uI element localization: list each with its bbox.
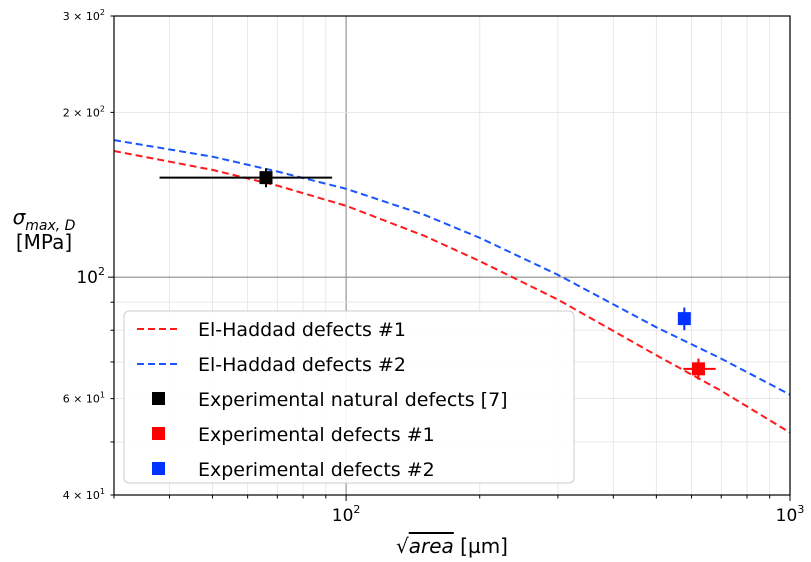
y-tick-exponent: 1 [100, 487, 105, 496]
y-tick-base: 6 × 10 [63, 393, 100, 406]
x-tick-label: 103 [776, 503, 805, 526]
y-tick-exponent: 2 [100, 104, 105, 113]
y-tick-base: 4 × 10 [63, 489, 100, 502]
legend-box [123, 310, 575, 484]
legend-marker-swatch [152, 462, 165, 475]
y-axis-label-unit: [MPa] [16, 230, 72, 254]
y-tick-label: 3 × 102 [63, 8, 105, 23]
y-tick-label: 4 × 101 [63, 487, 105, 502]
data-point-marker [691, 362, 705, 376]
legend-marker-swatch [152, 427, 165, 440]
y-tick-base: 2 × 10 [63, 106, 100, 119]
y-tick-label: 6 × 101 [63, 391, 105, 406]
series-layer [113, 139, 791, 434]
data-point-marker [677, 312, 691, 326]
legend-entry-label: Experimental defects #2 [198, 459, 435, 481]
x-tick-exponent: 3 [797, 503, 804, 516]
data-point-marker [259, 171, 273, 185]
y-axis-label-symbol: σmax, D [13, 205, 76, 234]
y-tick-exponent: 2 [98, 265, 105, 278]
y-axis-subscript: max, D [25, 218, 75, 234]
y-tick-label: 2 × 102 [63, 104, 105, 119]
y-tick-base: 10 [76, 268, 98, 288]
x-tick-exponent: 2 [353, 503, 360, 516]
legend-entry-label: Experimental defects #1 [198, 424, 435, 446]
x-tick-label: 102 [332, 503, 361, 526]
legend-entry-label: El-Haddad defects #2 [198, 354, 406, 376]
y-tick-exponent: 1 [100, 391, 105, 400]
x-axis-label: √area [µm] [396, 534, 508, 558]
y-tick-exponent: 2 [100, 8, 105, 17]
series-line-2 [113, 139, 791, 396]
plot-area-frame [113, 15, 791, 496]
x-tick-base: 10 [332, 506, 354, 526]
y-axis-sigma: σ [13, 205, 27, 229]
legend-entry-label: Experimental natural defects [7] [198, 389, 508, 411]
legend-entry-label: El-Haddad defects #1 [198, 319, 406, 341]
x-tick-base: 10 [776, 506, 798, 526]
y-tick-base: 3 × 10 [63, 10, 100, 23]
legend: El-Haddad defects #1 El-Haddad defects #2… [123, 310, 575, 484]
x-axis-quantity: area [409, 534, 454, 558]
y-tick-label: 102 [76, 265, 105, 288]
x-axis-radical: √ [396, 534, 409, 558]
legend-marker-swatch [152, 392, 165, 405]
x-axis-unit: [µm] [454, 534, 508, 558]
